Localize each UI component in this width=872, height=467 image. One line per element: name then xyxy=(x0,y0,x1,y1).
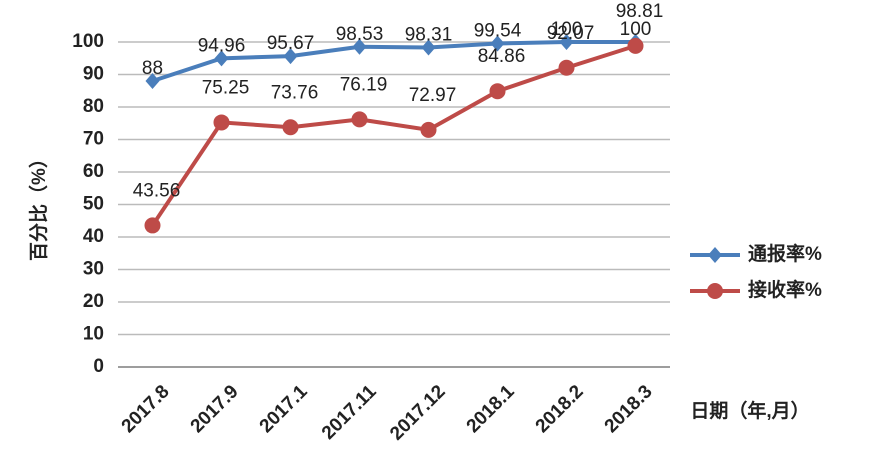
x-tick-label: 2018.2 xyxy=(532,381,588,437)
y-tick-label: 60 xyxy=(83,161,104,182)
legend-marker xyxy=(708,247,722,263)
point xyxy=(421,39,436,56)
y-tick-label: 0 xyxy=(93,356,104,377)
x-tick-label: 2018.1 xyxy=(463,381,519,437)
point xyxy=(352,38,367,55)
point xyxy=(282,119,299,136)
y-tick-label: 20 xyxy=(83,291,104,312)
data-label: 72.97 xyxy=(409,85,457,106)
point xyxy=(627,37,644,54)
data-label: 94.96 xyxy=(198,35,246,56)
data-label: 75.25 xyxy=(202,77,250,98)
data-label: 88 xyxy=(142,58,163,79)
y-axis-label: 百分比（%） xyxy=(27,149,50,261)
legend-label: 通报率% xyxy=(748,242,822,265)
point xyxy=(213,114,230,131)
legend-label: 接收率% xyxy=(748,278,822,301)
point xyxy=(351,111,368,128)
data-label: 98.53 xyxy=(336,24,384,45)
y-tick-label: 80 xyxy=(83,96,104,117)
data-label: 76.19 xyxy=(340,74,388,95)
point xyxy=(145,73,160,89)
y-tick-label: 70 xyxy=(83,129,104,150)
y-tick-label: 50 xyxy=(83,194,104,215)
point xyxy=(214,50,229,67)
x-tick-label: 2018.3 xyxy=(601,381,657,437)
data-label: 98.81 xyxy=(616,1,664,22)
data-label: 43.56 xyxy=(133,180,181,201)
y-tick-label: 30 xyxy=(83,259,104,280)
x-tick-label: 2017.8 xyxy=(118,381,174,437)
data-label: 100 xyxy=(620,19,652,40)
legend-marker xyxy=(707,283,723,299)
x-tick-label: 2017.9 xyxy=(187,381,243,437)
data-label: 92.07 xyxy=(547,23,595,44)
y-tick-label: 90 xyxy=(83,64,104,85)
series-line xyxy=(151,40,636,83)
data-label: 84.86 xyxy=(478,46,526,67)
point xyxy=(558,59,575,76)
x-tick-label: 2017.12 xyxy=(386,381,449,444)
x-tick-label: 2017.11 xyxy=(318,381,381,444)
point xyxy=(144,217,161,234)
data-label: 98.31 xyxy=(405,25,453,46)
point xyxy=(489,83,506,100)
x-axis-label: 日期（年,月） xyxy=(690,399,809,422)
y-tick-label: 10 xyxy=(83,324,104,345)
y-tick-label: 100 xyxy=(72,31,104,52)
point xyxy=(283,48,298,65)
point xyxy=(559,34,574,50)
data-label: 73.76 xyxy=(271,82,319,103)
point xyxy=(420,121,437,138)
data-label: 100 xyxy=(551,19,583,40)
point xyxy=(490,35,505,52)
data-label: 99.54 xyxy=(474,21,522,42)
series-line xyxy=(150,43,637,227)
data-label: 95.67 xyxy=(267,33,315,54)
x-tick-label: 2017.1 xyxy=(256,381,312,437)
y-tick-label: 40 xyxy=(83,226,104,247)
